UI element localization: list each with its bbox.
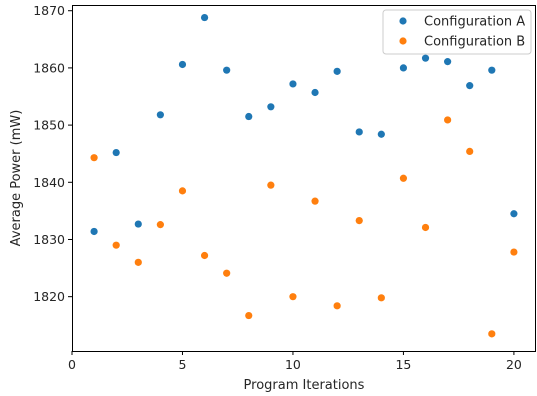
- legend-label: Configuration B: [424, 35, 525, 50]
- data-point: [156, 221, 164, 229]
- x-tick-label: 15: [395, 357, 411, 372]
- y-tick-label: 1870: [33, 3, 65, 18]
- data-point: [245, 311, 253, 320]
- data-point: [112, 241, 120, 249]
- legend-box: [382, 9, 532, 55]
- plot-area: [90, 13, 518, 338]
- data-point: [90, 227, 98, 236]
- data-point: [333, 302, 341, 310]
- data-point: [200, 13, 209, 22]
- data-point: [399, 64, 408, 72]
- y-tick-label: 1830: [33, 232, 65, 247]
- series-b: [90, 116, 518, 338]
- legend: Configuration A Configuration B: [382, 9, 532, 55]
- data-point: [223, 66, 231, 74]
- data-point: [510, 248, 518, 256]
- y-tick-label: 1860: [33, 60, 65, 75]
- y-tick-label: 1840: [33, 175, 65, 190]
- legend-label: Configuration A: [424, 15, 525, 30]
- x-axis-label: Program Iterations: [244, 378, 365, 393]
- data-point: [178, 187, 187, 195]
- x-tick-label: 20: [506, 357, 522, 372]
- y-axis: 1820 1830 1840 1850 1860 1870: [33, 3, 72, 304]
- data-point: [267, 181, 275, 189]
- data-point: [90, 154, 98, 162]
- x-tick-label: 0: [68, 357, 76, 372]
- data-point: [311, 197, 319, 205]
- y-tick-label: 1820: [33, 289, 65, 304]
- legend-marker: [399, 37, 407, 45]
- data-point: [156, 111, 164, 119]
- data-point: [466, 82, 474, 90]
- data-point: [377, 130, 385, 138]
- data-point: [223, 269, 231, 277]
- x-tick-label: 5: [178, 357, 186, 372]
- data-point: [245, 112, 253, 121]
- data-point: [289, 293, 297, 301]
- y-axis-label: Average Power (mW): [9, 110, 24, 247]
- data-point: [355, 128, 363, 136]
- x-tick-label: 10: [285, 357, 301, 372]
- data-point: [311, 88, 319, 97]
- data-point: [355, 217, 363, 225]
- data-point: [444, 116, 452, 124]
- data-point: [488, 330, 496, 338]
- data-point: [421, 54, 430, 62]
- series-a: [90, 13, 518, 236]
- data-point: [289, 80, 297, 88]
- data-point: [399, 174, 408, 182]
- data-point: [178, 60, 187, 69]
- data-point: [377, 294, 385, 302]
- data-point: [333, 67, 341, 75]
- data-point: [267, 103, 275, 111]
- data-point: [134, 258, 142, 266]
- axes-frame: [72, 5, 536, 352]
- data-point: [421, 223, 430, 232]
- data-point: [444, 58, 452, 66]
- x-axis: 0 5 10 15 20: [68, 351, 522, 372]
- y-tick-label: 1850: [33, 118, 65, 133]
- data-point: [510, 210, 518, 218]
- data-point: [466, 147, 474, 156]
- data-point: [488, 66, 496, 74]
- data-point: [200, 251, 209, 260]
- data-point: [112, 148, 120, 157]
- data-point: [134, 220, 142, 228]
- legend-marker: [399, 17, 407, 25]
